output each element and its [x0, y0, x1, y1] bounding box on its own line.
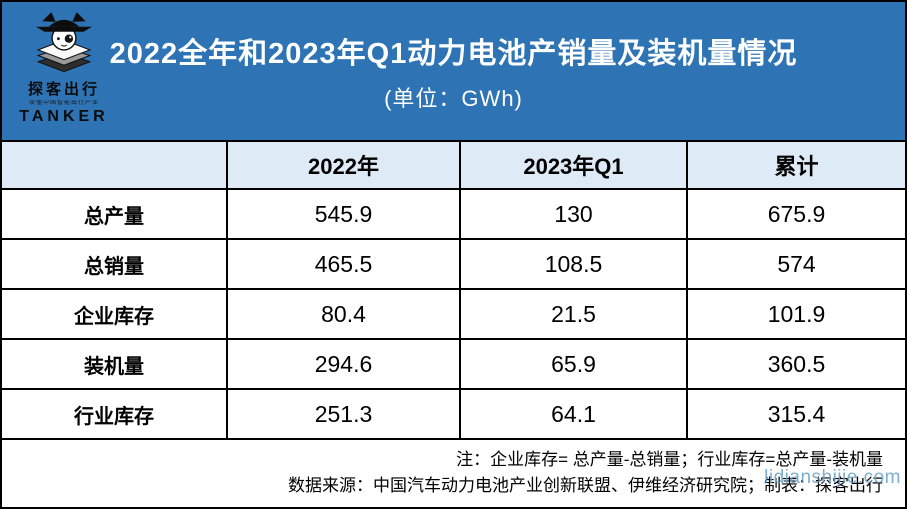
table-cell: 545.9	[228, 190, 459, 238]
table-cell: 315.4	[688, 390, 905, 438]
title-banner: 探客出行 读懂中国智能出行产业 TANKER 2022全年和2023年Q1动力电…	[2, 2, 905, 140]
table-cell: 294.6	[228, 340, 459, 388]
column-header-2023q1: 2023年Q1	[461, 142, 686, 188]
column-header-2022: 2022年	[228, 142, 459, 188]
banner-titles: 2022全年和2023年Q1动力电池产销量及装机量情况 (单位：GWh)	[2, 2, 905, 140]
table-cell: 465.5	[228, 240, 459, 288]
table-cell: 675.9	[688, 190, 905, 238]
row-label: 企业库存	[2, 290, 226, 338]
table-cell: 21.5	[461, 290, 686, 338]
row-label: 总产量	[2, 190, 226, 238]
tanker-cat-icon	[36, 12, 92, 73]
row-label: 总销量	[2, 240, 226, 288]
data-source-note: 数据来源：中国汽车动力电池产业创新联盟、伊维经济研究院；制表：探客出行	[288, 476, 883, 495]
column-header-total: 累计	[688, 142, 905, 188]
footer-notes: 注：企业库存= 总产量-总销量；行业库存=总产量-装机量 数据来源：中国汽车动力…	[2, 440, 905, 507]
table-cell: 65.9	[461, 340, 686, 388]
table-cell: 101.9	[688, 290, 905, 338]
table-cell: 108.5	[461, 240, 686, 288]
logo-tagline: 读懂中国智能出行产业	[28, 100, 99, 106]
page-subtitle: (单位：GWh)	[384, 85, 523, 111]
row-label: 行业库存	[2, 390, 226, 438]
column-header-blank	[2, 142, 226, 188]
site-watermark: lidianshijie.com	[764, 467, 901, 488]
table-cell: 130	[461, 190, 686, 238]
tanker-logo: 探客出行 读懂中国智能出行产业 TANKER	[14, 10, 114, 125]
logo-brand-en: TANKER	[19, 108, 109, 125]
battery-data-table: 2022年 2023年Q1 累计 总产量 545.9 130 675.9 总销量…	[2, 140, 905, 440]
table-cell: 80.4	[228, 290, 459, 338]
table-cell: 360.5	[688, 340, 905, 388]
table-cell: 64.1	[461, 390, 686, 438]
table-cell: 251.3	[228, 390, 459, 438]
table-cell: 574	[688, 240, 905, 288]
logo-brand-cn: 探客出行	[27, 81, 100, 98]
page-title: 2022全年和2023年Q1动力电池产销量及装机量情况	[109, 37, 798, 70]
row-label: 装机量	[2, 340, 226, 388]
calculation-note: 注：企业库存= 总产量-总销量；行业库存=总产量-装机量	[456, 450, 883, 469]
